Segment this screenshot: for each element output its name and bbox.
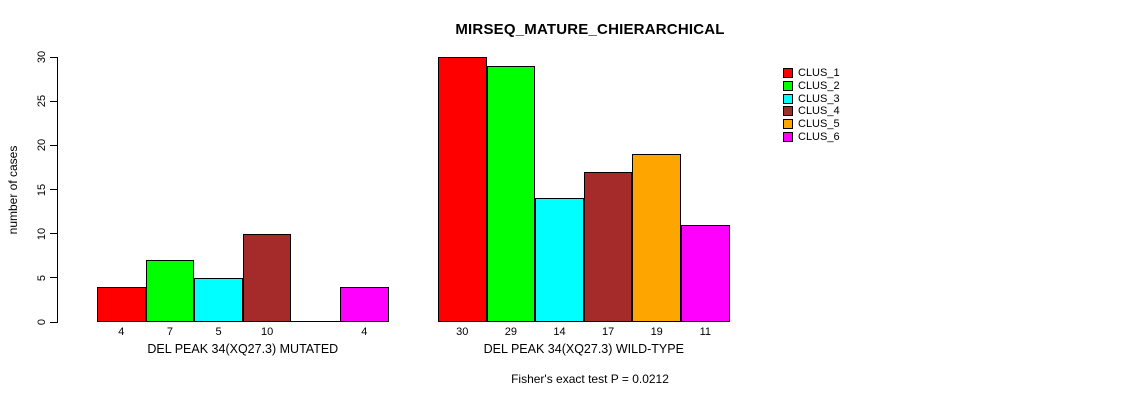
bar-clus_5-zero [291, 321, 340, 322]
y-tick-mark [50, 321, 57, 323]
bar-value-label: 19 [650, 326, 663, 338]
legend-swatch-icon [783, 93, 793, 104]
legend-label: CLUS_3 [798, 92, 840, 105]
legend-item: CLUS_2 [783, 80, 840, 93]
bar-clus_1 [438, 57, 487, 322]
y-tick-label: 30 [36, 50, 48, 64]
bar-clus_4 [242, 233, 292, 322]
bar-value-label: 4 [118, 326, 125, 338]
bar-clus_4 [583, 171, 633, 322]
y-tick-mark [50, 100, 57, 102]
bar-value-label: 30 [456, 326, 469, 338]
y-tick-label: 25 [36, 95, 48, 108]
legend-label: CLUS_1 [798, 67, 840, 80]
bar-clus_5 [632, 154, 681, 322]
bar-clus_3 [535, 198, 584, 322]
annotation-text: Fisher's exact test P = 0.0212 [511, 372, 669, 386]
bar-value-label: 14 [553, 326, 566, 338]
y-tick-mark [50, 277, 57, 279]
legend-swatch-icon [783, 81, 793, 92]
bar-clus_3 [194, 277, 243, 322]
y-tick-mark [50, 56, 57, 58]
chart-title: MIRSEQ_MATURE_CHIERARCHICAL [455, 21, 725, 38]
y-tick-label: 15 [36, 183, 48, 196]
legend-label: CLUS_2 [798, 80, 840, 93]
y-tick-mark [50, 144, 57, 146]
y-tick-label: 10 [36, 227, 48, 240]
bar-clus_6 [340, 286, 389, 322]
legend: CLUS_1 CLUS_2 CLUS_3 CLUS_4 CLUS_5 CLUS_6 [783, 67, 840, 143]
legend-item: CLUS_4 [783, 105, 840, 118]
category-label: DEL PEAK 34(XQ27.3) WILD-TYPE [483, 342, 684, 356]
bar-clus_2 [486, 65, 536, 322]
y-axis-line [57, 57, 58, 323]
legend-swatch-icon [783, 131, 793, 142]
legend-item: CLUS_3 [783, 92, 840, 105]
bar-value-label: 4 [361, 326, 368, 338]
bar-clus_1 [97, 286, 146, 322]
legend-item: CLUS_6 [783, 130, 840, 143]
legend-swatch-icon [783, 68, 793, 79]
legend-label: CLUS_4 [798, 105, 840, 118]
legend-item: CLUS_5 [783, 118, 840, 131]
bar-value-label: 7 [166, 326, 173, 338]
legend-swatch-icon [783, 106, 793, 117]
bar-clus_6 [681, 224, 730, 322]
bar-value-label: 29 [504, 326, 518, 338]
bar-value-label: 11 [699, 326, 712, 338]
legend-item: CLUS_1 [783, 67, 840, 80]
y-tick-mark [50, 189, 57, 190]
category-label: DEL PEAK 34(XQ27.3) MUTATED [147, 342, 339, 356]
bar-value-label: 10 [260, 326, 274, 338]
y-tick-label: 20 [36, 139, 48, 152]
y-tick-label: 5 [36, 274, 48, 281]
bar-clus_2 [145, 260, 195, 322]
legend-label: CLUS_5 [798, 118, 840, 131]
bar-value-label: 5 [215, 326, 222, 338]
y-tick-label: 0 [36, 318, 48, 326]
legend-label: CLUS_6 [798, 130, 840, 143]
legend-swatch-icon [783, 119, 793, 130]
bar-value-label: 17 [601, 326, 615, 338]
y-tick-mark [50, 233, 57, 235]
y-axis-label: number of cases [6, 145, 20, 235]
